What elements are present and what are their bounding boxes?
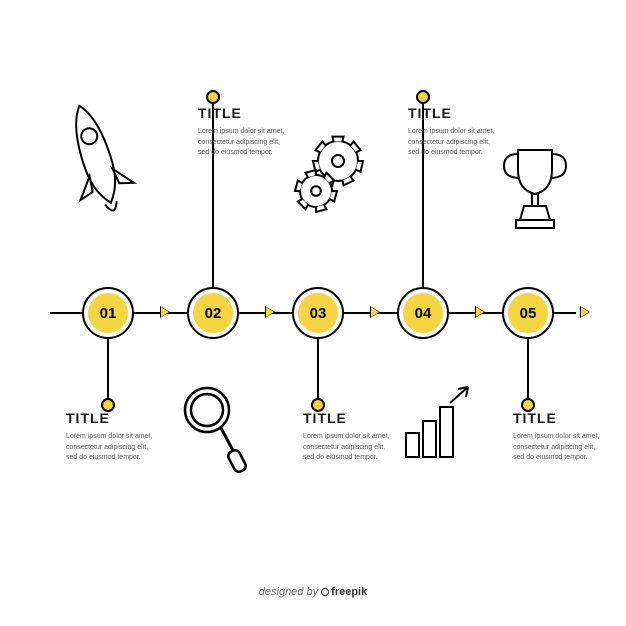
step-body-02: Lorem ipsum dolor sit amet, consectetur … (198, 127, 293, 159)
step-title-04: TITLE (408, 105, 503, 121)
step-text-05: TITLE Lorem ipsum dolor sit amet, consect… (513, 410, 608, 464)
freepik-logo-icon (321, 588, 329, 596)
timeline-arrow-4 (475, 306, 485, 318)
step-title-03: TITLE (303, 410, 398, 426)
timeline-node-number-05: 05 (508, 293, 548, 333)
gears-icon (290, 135, 370, 225)
step-title-05: TITLE (513, 410, 608, 426)
timeline-node-01: 01 (82, 287, 134, 339)
step-title-01: TITLE (66, 410, 161, 426)
timeline-node-number-01: 01 (88, 293, 128, 333)
timeline-node-number-04: 04 (403, 293, 443, 333)
timeline-node-04: 04 (397, 287, 449, 339)
step-text-01: TITLE Lorem ipsum dolor sit amet, consect… (66, 410, 161, 464)
timeline-arrow-1 (160, 306, 170, 318)
step-body-03: Lorem ipsum dolor sit amet, consectetur … (303, 432, 398, 464)
connector-dot-02 (206, 90, 220, 104)
timeline-node-05: 05 (502, 287, 554, 339)
step-text-04: TITLE Lorem ipsum dolor sit amet, consect… (408, 105, 503, 159)
timeline-arrow-5 (580, 306, 590, 318)
step-body-04: Lorem ipsum dolor sit amet, consectetur … (408, 127, 503, 159)
timeline-node-02: 02 (187, 287, 239, 339)
timeline-arrow-3 (370, 306, 380, 318)
infographic-canvas: 01 TITLE Lorem ipsum dolor sit amet, conse… (0, 0, 626, 626)
attribution-brand: freepik (331, 586, 367, 598)
step-body-05: Lorem ipsum dolor sit amet, consectetur … (513, 432, 608, 464)
timeline-node-03: 03 (292, 287, 344, 339)
trophy-icon (500, 140, 570, 240)
step-body-01: Lorem ipsum dolor sit amet, consectetur … (66, 432, 161, 464)
connector-dot-04 (416, 90, 430, 104)
attribution-prefix: designed by (259, 586, 321, 598)
step-text-02: TITLE Lorem ipsum dolor sit amet, consect… (198, 105, 293, 159)
step-text-03: TITLE Lorem ipsum dolor sit amet, consect… (303, 410, 398, 464)
rocket-icon (55, 95, 140, 230)
magnifier-icon (175, 380, 255, 485)
attribution: designed by freepik (0, 586, 626, 598)
timeline-node-number-02: 02 (193, 293, 233, 333)
barchart-icon (400, 385, 475, 470)
step-title-02: TITLE (198, 105, 293, 121)
timeline-node-number-03: 03 (298, 293, 338, 333)
timeline-arrow-2 (265, 306, 275, 318)
